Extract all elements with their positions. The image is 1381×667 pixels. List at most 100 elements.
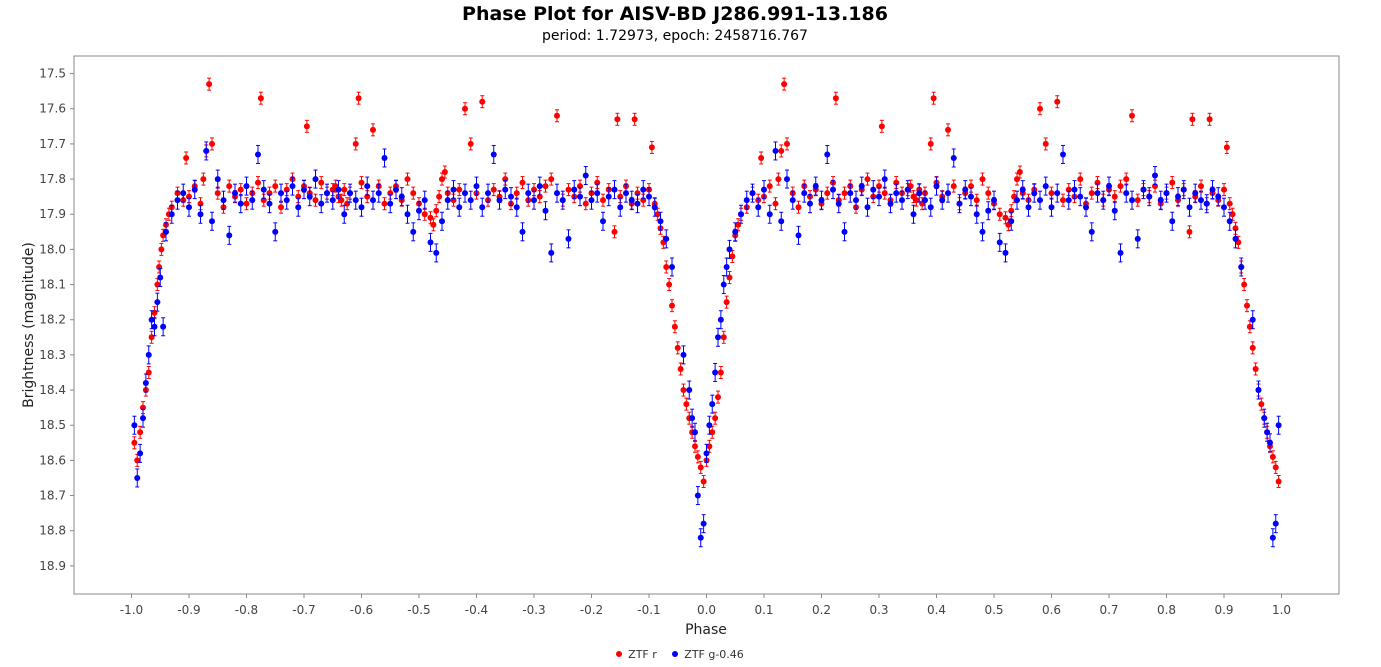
data-point	[781, 81, 788, 88]
data-point	[160, 323, 167, 330]
data-point	[134, 474, 141, 481]
data-point	[548, 176, 555, 183]
data-point	[1186, 228, 1193, 235]
legend: ZTF r ZTF g-0.46	[0, 648, 1360, 661]
data-point	[344, 200, 351, 207]
y-axis: 17.5 17.6 17.7 17.8 17.9 18.0 18.1 18.2 18.3 18.4…	[39, 67, 74, 573]
data-point	[700, 520, 707, 527]
data-point	[1002, 249, 1009, 256]
data-point	[131, 422, 138, 429]
data-point	[985, 207, 992, 214]
data-point	[1054, 190, 1061, 197]
data-point	[542, 207, 549, 214]
data-point	[462, 190, 468, 197]
data-point	[257, 95, 264, 102]
data-point	[266, 200, 273, 207]
data-point	[623, 190, 629, 197]
data-point	[671, 323, 678, 330]
data-point	[421, 211, 428, 218]
data-point	[1255, 387, 1262, 394]
data-point	[614, 116, 621, 123]
data-point	[479, 204, 486, 211]
data-point	[1019, 186, 1026, 193]
data-point	[577, 193, 583, 200]
data-point	[542, 183, 549, 190]
y-tick-label: 18.8	[39, 524, 66, 538]
data-point	[283, 197, 290, 204]
data-point	[784, 140, 790, 147]
x-tick-label: 0.9	[1214, 603, 1233, 617]
y-tick-label: 18.0	[39, 242, 66, 256]
data-point	[1111, 193, 1118, 200]
data-point	[502, 186, 509, 193]
data-point	[1226, 200, 1233, 207]
data-point	[1203, 200, 1210, 207]
data-point	[318, 179, 325, 186]
data-point	[1198, 183, 1204, 190]
data-point	[209, 140, 215, 147]
data-point	[393, 186, 399, 193]
data-point	[1169, 218, 1176, 225]
data-point	[830, 186, 836, 193]
data-point	[772, 200, 779, 207]
x-tick-label: -0.7	[292, 603, 315, 617]
data-point	[358, 179, 365, 186]
data-point	[197, 211, 204, 218]
data-point	[203, 147, 210, 154]
x-tick-label: 1.0	[1272, 603, 1291, 617]
data-point	[1008, 218, 1015, 225]
data-point	[467, 197, 474, 204]
data-point	[410, 228, 417, 235]
data-point	[200, 176, 207, 183]
data-point	[352, 197, 359, 204]
data-point	[717, 316, 724, 323]
data-point	[358, 204, 365, 211]
x-tick-label: -0.2	[580, 603, 603, 617]
data-point	[1037, 105, 1043, 112]
data-point	[933, 183, 940, 190]
data-point	[329, 197, 336, 204]
data-point	[338, 197, 345, 204]
data-point	[694, 453, 701, 460]
data-point	[950, 183, 957, 190]
data-point	[441, 169, 448, 176]
data-point	[772, 147, 779, 154]
data-point	[237, 186, 244, 193]
data-point	[525, 190, 532, 197]
data-point	[158, 246, 165, 253]
data-point	[421, 197, 428, 204]
data-point	[1088, 190, 1095, 197]
data-point	[1223, 144, 1230, 151]
data-point	[272, 183, 279, 190]
data-point	[312, 176, 319, 183]
data-point	[318, 200, 325, 207]
data-point	[1100, 197, 1107, 204]
data-point	[1054, 98, 1061, 105]
data-point	[669, 302, 675, 309]
data-point	[968, 193, 974, 200]
data-point	[1016, 169, 1023, 176]
data-point	[174, 197, 181, 204]
legend-marker-icon	[616, 651, 623, 657]
data-point	[140, 415, 146, 422]
data-points	[131, 77, 1282, 548]
data-point	[1249, 316, 1256, 323]
data-point	[209, 218, 215, 225]
data-point	[186, 204, 192, 211]
data-point	[996, 211, 1003, 218]
data-point	[1083, 204, 1089, 211]
data-point	[404, 176, 411, 183]
data-point	[1209, 186, 1216, 193]
data-point	[157, 274, 164, 281]
data-point	[1180, 186, 1187, 193]
data-point	[1111, 207, 1118, 214]
data-point	[168, 211, 175, 218]
data-point	[255, 179, 261, 186]
data-point	[1232, 235, 1239, 242]
data-point	[243, 200, 250, 207]
data-point	[1031, 190, 1038, 197]
data-point	[709, 401, 716, 408]
data-point	[513, 204, 520, 211]
data-point	[657, 218, 664, 225]
data-point	[795, 204, 802, 211]
